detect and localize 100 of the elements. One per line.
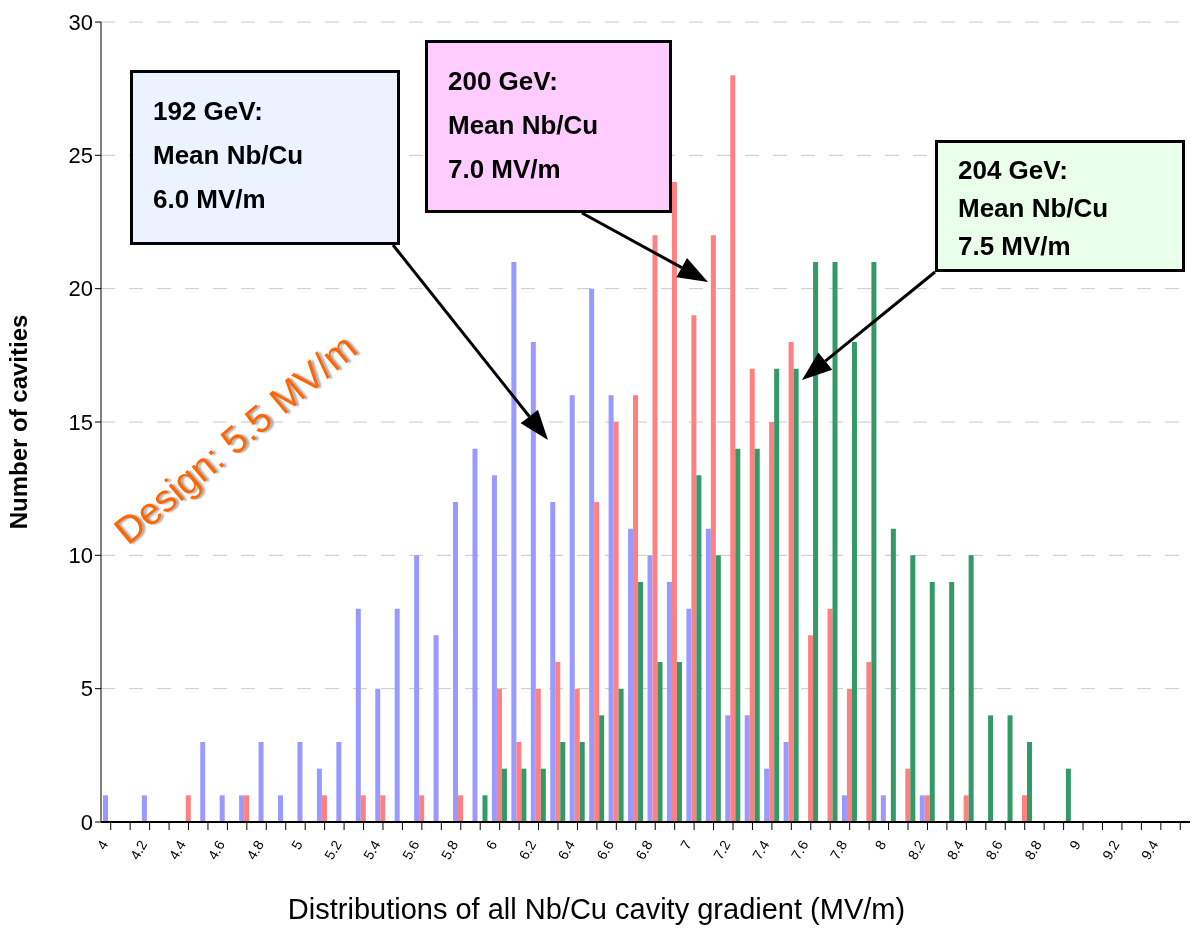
- x-tick-label: 5.2: [321, 837, 345, 863]
- bar: [666, 582, 672, 822]
- y-tick-label: 10: [68, 543, 93, 569]
- bar: [774, 368, 780, 822]
- y-tick-label: 5: [80, 676, 93, 702]
- bar: [788, 342, 794, 822]
- x-tick-label: 4.8: [243, 837, 267, 863]
- bar: [880, 795, 886, 822]
- x-tick-label: 7.4: [748, 837, 773, 863]
- bar: [725, 715, 731, 822]
- bar: [608, 395, 614, 822]
- bar: [219, 795, 225, 822]
- bar: [638, 582, 644, 822]
- x-tick-label: 6: [482, 837, 501, 853]
- bar: [963, 795, 969, 822]
- bar: [618, 688, 624, 822]
- bar: [419, 795, 425, 822]
- bar: [355, 608, 361, 822]
- bar: [691, 315, 697, 822]
- callout-box: 204 GeV: Mean Nb/Cu 7.5 MV/m: [935, 140, 1185, 272]
- y-tick-label: 30: [68, 9, 93, 35]
- bar: [103, 795, 108, 822]
- bar: [919, 795, 925, 822]
- bar: [185, 795, 191, 822]
- bar: [316, 768, 322, 822]
- bar: [336, 742, 342, 822]
- bar: [628, 528, 634, 822]
- x-tick-label: 8.2: [904, 837, 929, 863]
- bar: [613, 422, 619, 822]
- bar: [851, 342, 857, 822]
- bar: [540, 768, 546, 822]
- bar: [841, 795, 847, 822]
- y-tick-label: 25: [68, 143, 93, 169]
- y-tick-label: 15: [68, 409, 93, 435]
- bar: [715, 555, 721, 822]
- x-tick-label: 4: [93, 837, 112, 853]
- y-tick-label: 20: [68, 276, 93, 302]
- x-tick-label: 7.8: [826, 837, 851, 863]
- bar: [924, 795, 930, 822]
- bar: [321, 795, 327, 822]
- bar: [827, 608, 833, 822]
- bar: [671, 182, 677, 822]
- bar: [200, 742, 206, 822]
- bar: [754, 448, 760, 822]
- bar: [380, 795, 386, 822]
- x-axis-title: Distributions of all Nb/Cu cavity gradient (MV/m): [286, 893, 907, 926]
- bar: [414, 555, 420, 822]
- bar: [1007, 715, 1013, 822]
- x-tick-label: 9.2: [1098, 837, 1123, 863]
- bar: [501, 768, 507, 822]
- x-tick-label: 5: [288, 837, 306, 853]
- bar: [769, 422, 775, 822]
- bar: [482, 795, 488, 822]
- bar: [1021, 795, 1027, 822]
- bar: [686, 608, 692, 822]
- bar: [530, 342, 536, 822]
- bar: [705, 528, 711, 822]
- bar: [574, 688, 580, 822]
- bar: [535, 688, 541, 822]
- bar: [905, 768, 911, 822]
- bar: [360, 795, 366, 822]
- x-tick-label: 8.4: [943, 837, 968, 863]
- bar: [1026, 742, 1032, 822]
- x-tick-label: 9: [1065, 837, 1084, 853]
- bar: [599, 715, 605, 822]
- bar: [710, 235, 716, 822]
- bar: [239, 795, 245, 822]
- bar: [594, 502, 600, 822]
- bar: [832, 262, 838, 822]
- bar: [278, 795, 284, 822]
- bar: [453, 502, 459, 822]
- bar: [511, 262, 517, 822]
- bar: [676, 662, 682, 822]
- x-tick-label: 8: [871, 837, 890, 853]
- bar: [472, 448, 478, 822]
- x-tick-label: 6.6: [593, 837, 618, 863]
- x-tick-label: 5.4: [359, 837, 384, 863]
- x-tick-label: 7.2: [710, 837, 734, 863]
- bar: [1065, 768, 1071, 822]
- bar: [846, 688, 852, 822]
- x-tick-label: 5.8: [437, 837, 462, 863]
- x-tick-label: 7.6: [787, 837, 812, 863]
- bar: [579, 742, 585, 822]
- x-tick-label: 4.6: [204, 837, 229, 863]
- bar: [244, 795, 250, 822]
- y-axis-title: Number of cavities: [4, 314, 32, 530]
- x-tick-label: 6.8: [632, 837, 656, 863]
- x-tick-label: 4.4: [165, 837, 190, 863]
- bar: [744, 715, 750, 822]
- bar: [550, 502, 556, 822]
- bar: [297, 742, 303, 822]
- x-tick-label: 8.8: [1021, 837, 1045, 863]
- bar: [793, 368, 799, 822]
- bar: [696, 475, 702, 822]
- bar: [749, 368, 755, 822]
- x-tick-label: 5.6: [398, 837, 423, 863]
- bar: [258, 742, 264, 822]
- bar: [633, 395, 639, 822]
- bar: [496, 688, 502, 822]
- bar: [871, 262, 877, 822]
